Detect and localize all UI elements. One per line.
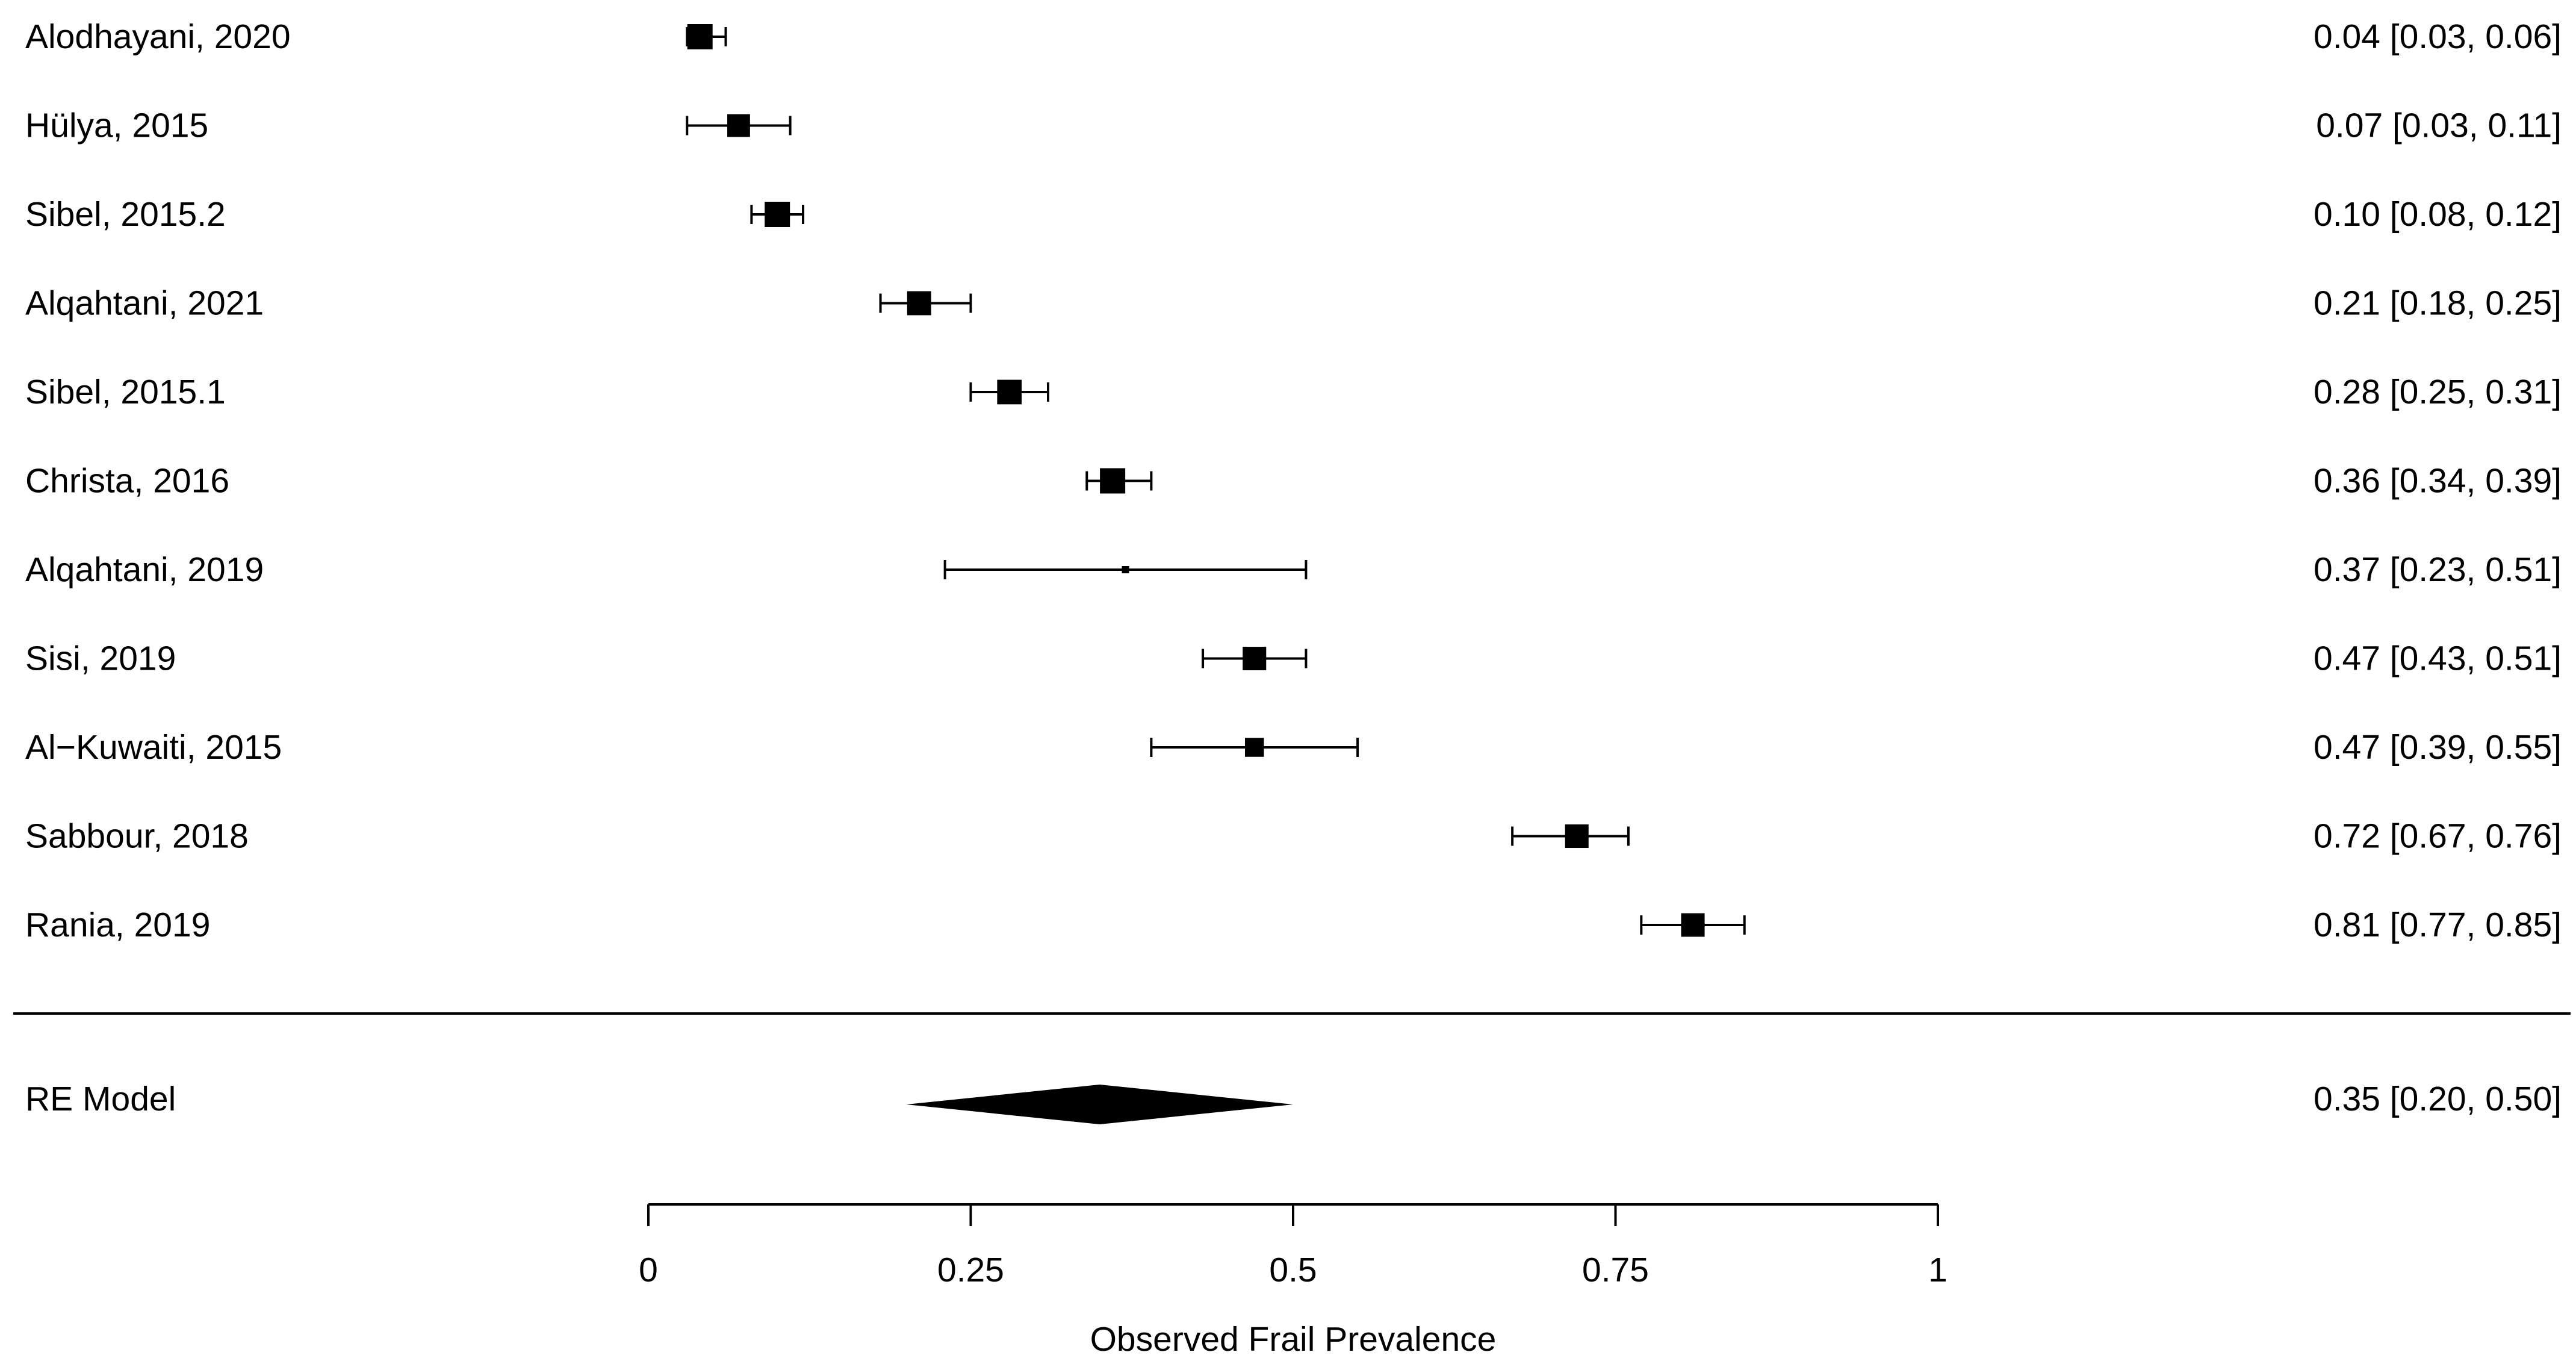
x-tick-label: 0 [639,1251,658,1289]
study-label: Alqahtani, 2019 [25,550,264,589]
x-axis-ticks: 0 0.25 0.5 0.75 1 [639,1204,1948,1289]
study-label: Sisi, 2019 [25,640,176,678]
study-row: Sisi, 2019 0.47 [0.43, 0.51] [25,640,2562,678]
study-ci-text: 0.47 [0.43, 0.51] [2314,640,2562,678]
study-label: Sibel, 2015.1 [25,373,226,411]
study-row: Sabbour, 2018 0.72 [0.67, 0.76] [25,817,2562,856]
x-tick-label: 0.75 [1582,1251,1649,1289]
estimate-square [1122,566,1129,573]
study-label: Rania, 2019 [25,906,210,944]
study-row: Alqahtani, 2021 0.21 [0.18, 0.25] [25,284,2562,323]
study-label: Al−Kuwaiti, 2015 [25,728,282,767]
study-label: Hülya, 2015 [25,107,208,145]
estimate-square [907,291,931,316]
study-ci-text: 0.81 [0.77, 0.85] [2314,906,2562,944]
study-ci-text: 0.04 [0.03, 0.06] [2314,17,2562,56]
study-label: Sibel, 2015.2 [25,195,226,234]
estimate-square [1681,913,1705,937]
estimate-square [1100,468,1126,494]
study-ci-text: 0.72 [0.67, 0.76] [2314,817,2562,856]
study-label: Alodhayani, 2020 [25,17,291,56]
study-ci-text: 0.28 [0.25, 0.31] [2314,373,2562,411]
estimate-square [765,202,790,227]
summary-label: RE Model [25,1080,176,1118]
estimate-square [727,114,750,137]
study-row: Al−Kuwaiti, 2015 0.47 [0.39, 0.55] [25,728,2562,767]
estimate-square [1244,738,1264,757]
study-row: Alqahtani, 2019 0.37 [0.23, 0.51] [25,550,2562,589]
summary-row: RE Model 0.35 [0.20, 0.50] [25,1080,2562,1124]
study-label: Sabbour, 2018 [25,817,249,856]
estimate-square [687,24,713,49]
study-ci-text: 0.37 [0.23, 0.51] [2314,550,2562,589]
study-row: Rania, 2019 0.81 [0.77, 0.85] [25,906,2562,944]
estimate-square [1565,824,1589,849]
study-ci-text: 0.36 [0.34, 0.39] [2314,462,2562,500]
estimate-square [997,379,1022,405]
x-tick-label: 1 [1928,1251,1948,1289]
x-tick-label: 0.5 [1269,1251,1317,1289]
study-row: Sibel, 2015.1 0.28 [0.25, 0.31] [25,373,2562,411]
study-row: Hülya, 2015 0.07 [0.03, 0.11] [25,107,2562,145]
study-ci-text: 0.07 [0.03, 0.11] [2316,107,2562,145]
estimate-square [1243,646,1267,671]
study-ci-text: 0.21 [0.18, 0.25] [2314,284,2562,323]
study-label: Alqahtani, 2021 [25,284,264,323]
study-ci-text: 0.47 [0.39, 0.55] [2314,728,2562,767]
study-rows: Alodhayani, 2020 0.04 [0.03, 0.06] Hülya, … [25,17,2562,944]
study-row: Alodhayani, 2020 0.04 [0.03, 0.06] [25,17,2562,56]
study-ci-text: 0.10 [0.08, 0.12] [2314,195,2562,234]
x-tick-label: 0.25 [937,1251,1004,1289]
summary-diamond [906,1085,1293,1124]
study-row: Christa, 2016 0.36 [0.34, 0.39] [25,462,2562,500]
summary-ci-text: 0.35 [0.20, 0.50] [2314,1080,2562,1118]
study-label: Christa, 2016 [25,462,229,500]
x-axis-title: Observed Frail Prevalence [1090,1320,1497,1359]
x-axis: 0 0.25 0.5 0.75 1 Observed Frail Prevalence [639,1203,1948,1359]
study-row: Sibel, 2015.2 0.10 [0.08, 0.12] [25,195,2562,234]
